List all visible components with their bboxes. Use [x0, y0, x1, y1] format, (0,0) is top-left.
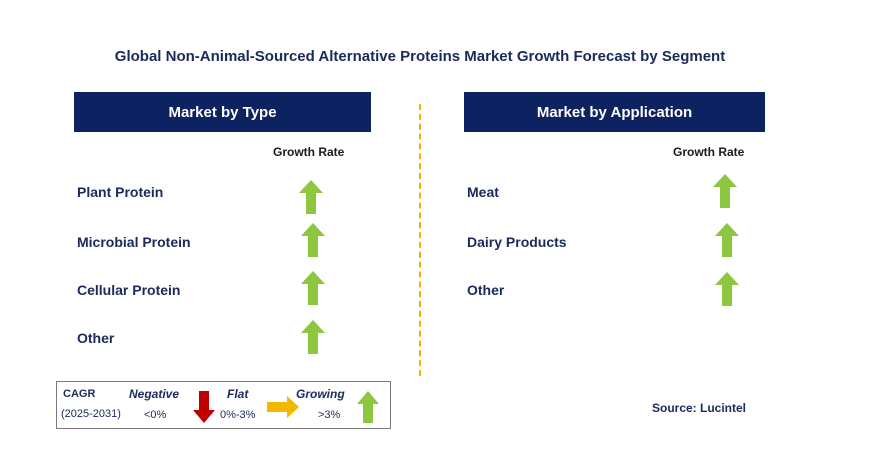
- legend-growing-label: Growing: [296, 387, 345, 401]
- application-growth-rate-label: Growth Rate: [673, 145, 745, 159]
- cagr-legend: CAGR (2025-2031) Negative <0% Flat 0%-3%…: [56, 381, 391, 429]
- down-arrow-icon: [193, 391, 215, 423]
- type-row-label: Other: [77, 330, 115, 346]
- legend-period: (2025-2031): [61, 408, 121, 420]
- application-row-label: Other: [467, 282, 505, 298]
- legend-growing-value: >3%: [318, 409, 341, 421]
- type-growth-rate-label: Growth Rate: [273, 145, 345, 159]
- up-arrow-icon: [301, 320, 325, 354]
- legend-flat-value: 0%-3%: [220, 409, 256, 421]
- right-arrow-icon: [267, 396, 299, 418]
- up-arrow-icon: [299, 180, 323, 214]
- legend-cagr-label: CAGR: [63, 388, 96, 400]
- legend-flat-label: Flat: [227, 387, 249, 401]
- type-row-label: Microbial Protein: [77, 234, 191, 250]
- up-arrow-icon: [301, 271, 325, 305]
- application-row-label: Dairy Products: [467, 234, 567, 250]
- up-arrow-icon: [357, 391, 379, 423]
- legend-negative-label: Negative: [129, 387, 180, 401]
- application-header: Market by Application: [464, 92, 765, 132]
- type-row-label: Cellular Protein: [77, 282, 181, 298]
- legend-negative-value: <0%: [144, 409, 167, 421]
- page-title: Global Non-Animal-Sourced Alternative Pr…: [114, 48, 726, 65]
- type-header: Market by Type: [74, 92, 371, 132]
- panel-divider: [419, 104, 421, 376]
- application-row-label: Meat: [467, 184, 499, 200]
- up-arrow-icon: [301, 223, 325, 257]
- up-arrow-icon: [713, 174, 737, 208]
- type-row-label: Plant Protein: [77, 184, 164, 200]
- source-label: Source: Lucintel: [652, 401, 747, 415]
- up-arrow-icon: [715, 272, 739, 306]
- up-arrow-icon: [715, 223, 739, 257]
